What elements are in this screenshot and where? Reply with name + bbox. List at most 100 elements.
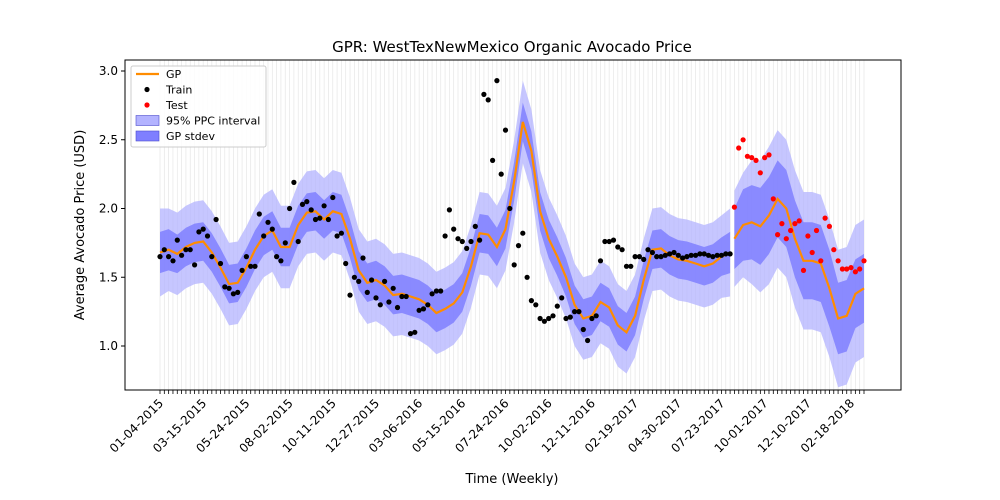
train-point <box>563 315 569 322</box>
train-point <box>222 284 228 290</box>
test-point <box>861 258 867 264</box>
train-point <box>204 233 211 239</box>
legend-label: Test <box>165 99 188 112</box>
train-point <box>334 233 340 239</box>
train-point <box>416 307 422 313</box>
train-point <box>654 254 660 260</box>
train-point <box>675 252 681 258</box>
train-point <box>550 313 556 319</box>
test-point <box>826 223 833 229</box>
train-point <box>369 277 375 283</box>
train-point <box>576 309 582 315</box>
train-point <box>170 258 176 264</box>
test-point <box>753 157 759 163</box>
train-point <box>701 251 707 257</box>
train-point <box>373 295 379 301</box>
test-point <box>766 152 772 158</box>
train-point <box>252 263 258 269</box>
test-point <box>775 232 781 238</box>
train-point <box>559 295 565 301</box>
train-point <box>269 226 275 232</box>
train-point <box>658 254 664 260</box>
y-tick-label: 1.5 <box>99 270 118 284</box>
data-points <box>157 78 867 344</box>
train-point <box>420 306 427 312</box>
train-point <box>632 254 638 260</box>
train-point <box>382 278 388 284</box>
train-point <box>261 233 267 239</box>
train-point <box>343 260 349 267</box>
y-tick-label: 2.0 <box>99 202 118 216</box>
train-point <box>213 216 219 223</box>
train-point <box>407 331 414 337</box>
train-point <box>554 303 560 309</box>
train-point <box>278 258 284 264</box>
train-point <box>472 223 478 229</box>
train-point <box>200 226 206 232</box>
test-point <box>848 265 854 271</box>
train-point <box>438 288 444 294</box>
train-point <box>187 247 193 253</box>
train-point <box>360 255 366 261</box>
train-point <box>451 226 457 232</box>
train-point <box>693 252 699 258</box>
test-point <box>839 266 846 272</box>
test-point <box>805 233 811 239</box>
train-point <box>455 236 461 242</box>
train-point <box>494 78 500 84</box>
train-point <box>161 247 167 253</box>
train-point <box>412 329 418 335</box>
train-point <box>606 238 612 245</box>
train-point <box>446 207 452 213</box>
train-point <box>304 199 310 205</box>
uncertainty-bands <box>160 80 864 388</box>
train-point <box>645 247 651 253</box>
test-point <box>744 153 751 159</box>
train-point <box>727 251 733 257</box>
train-point <box>429 291 435 297</box>
train-point <box>196 229 202 235</box>
train-point <box>265 219 271 225</box>
test-point <box>740 137 746 143</box>
train-point <box>338 230 344 236</box>
test-point <box>818 258 824 264</box>
train-point <box>317 215 323 221</box>
test-point <box>822 215 828 221</box>
train-point <box>490 157 496 163</box>
train-point <box>537 315 543 322</box>
train-point <box>356 278 362 284</box>
train-point <box>364 289 370 295</box>
test-point <box>857 266 863 272</box>
legend-label: 95% PPC interval <box>166 115 260 128</box>
train-point <box>287 205 293 212</box>
train-point <box>295 238 301 245</box>
train-point <box>572 309 578 315</box>
train-point <box>610 237 617 243</box>
test-point <box>757 170 763 176</box>
train-point <box>282 240 288 246</box>
train-point <box>533 302 539 308</box>
train-point <box>597 258 604 264</box>
train-point <box>464 245 470 251</box>
gp-mean-line-0 <box>159 121 731 334</box>
train-point <box>541 318 548 324</box>
train-point <box>179 252 185 258</box>
train-point <box>256 211 262 217</box>
plot-area-frame <box>124 59 902 391</box>
train-point <box>235 289 241 295</box>
train-point <box>351 274 357 280</box>
legend-swatch-patch <box>135 130 160 142</box>
train-point <box>481 91 487 97</box>
train-point <box>662 252 668 258</box>
train-point <box>671 249 677 256</box>
train-point <box>386 299 392 305</box>
train-point <box>524 274 530 280</box>
train-point <box>546 315 552 322</box>
train-point <box>641 256 647 262</box>
y-tick-label: 2.5 <box>99 133 118 147</box>
train-point <box>649 249 656 256</box>
legend: GP Train Test 95% PPC interval GP stdev <box>130 65 267 148</box>
test-point <box>762 155 768 161</box>
test-point <box>844 266 850 272</box>
